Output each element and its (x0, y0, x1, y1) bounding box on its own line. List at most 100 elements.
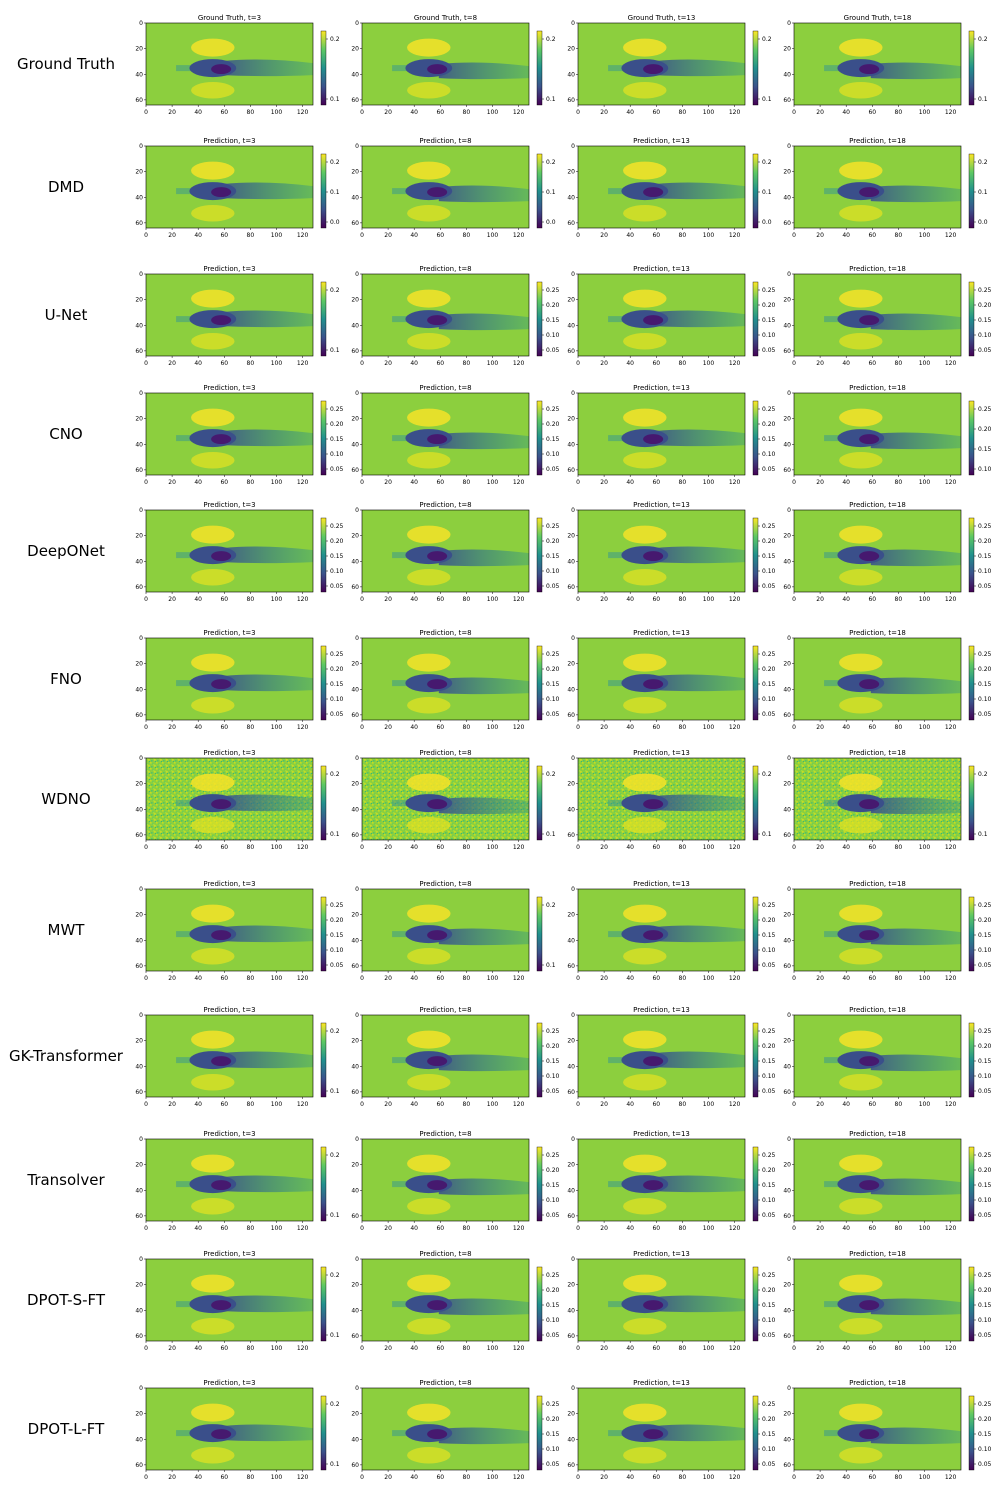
heatmap-panel: Prediction, t=8 0 20 40 60 80 100 120 0 20 40 60 0.2… (351, 749, 555, 851)
y-tick-label: 40 (351, 806, 359, 813)
panel-title: Prediction, t=13 (633, 880, 690, 888)
colorbar-tick-label: 0.0 (762, 219, 772, 226)
colorbar-tick-label: 0.2 (330, 771, 340, 778)
x-tick-label: 40 (194, 479, 202, 486)
x-tick-label: 100 (703, 724, 715, 731)
colorbar-tick-label: 0.10 (546, 696, 560, 703)
panel-title: Prediction, t=3 (203, 265, 255, 273)
heatmap-panel: Prediction, t=8 0 20 40 60 80 100 120 0 20 40 60 0.2… (351, 265, 559, 367)
colorbar-tick-label: 0.25 (546, 1401, 560, 1408)
colorbar-tick-label: 0.10 (978, 1197, 992, 1204)
x-tick-label: 20 (816, 232, 824, 239)
heatmap-field (578, 146, 745, 228)
colorbar-tick-label: 0.05 (978, 711, 992, 718)
colorbar-tick-label: 0.2 (978, 36, 988, 43)
colorbar-tick-label: 0.2 (330, 159, 340, 166)
x-tick-label: 40 (194, 1474, 202, 1481)
colorbar-tick-label: 0.15 (330, 553, 344, 560)
colorbar: 0.25 0.20 0.15 0.10 0.05 (968, 517, 992, 593)
y-tick-label: 40 (135, 806, 143, 813)
colorbar: 0.2 0.1 (320, 1022, 340, 1098)
y-tick-label: 20 (135, 169, 143, 176)
x-tick-label: 80 (247, 109, 255, 116)
heatmap-panel: Prediction, t=18 0 20 40 60 80 100 120 0 20 40 60 0.… (783, 265, 991, 367)
y-tick-label: 0 (571, 20, 575, 27)
y-tick-label: 60 (783, 220, 791, 227)
row-transolver: Transolver Prediction, t=3 0 20 40 60 80 100 120… (26, 1130, 991, 1232)
x-tick-label: 120 (513, 360, 525, 367)
row-cno: CNO Prediction, t=3 0 20 40 60 80 100 120 0 20 40 60… (49, 384, 991, 486)
x-tick-label: 80 (895, 1345, 903, 1352)
x-tick-label: 60 (220, 109, 228, 116)
colorbar: 0.25 0.20 0.15 0.10 0.05 (536, 400, 560, 476)
x-tick-label: 0 (144, 596, 148, 603)
x-tick-label: 20 (384, 1225, 392, 1232)
y-tick-label: 40 (135, 558, 143, 565)
y-tick-label: 0 (355, 390, 359, 397)
y-tick-label: 60 (351, 1089, 359, 1096)
x-tick-label: 100 (271, 596, 283, 603)
colorbar: 0.2 0.1 (320, 281, 340, 357)
x-tick-label: 80 (895, 596, 903, 603)
x-tick-label: 100 (919, 360, 931, 367)
x-tick-label: 100 (487, 1225, 499, 1232)
colorbar: 0.25 0.20 0.15 0.10 0.05 (752, 1022, 776, 1098)
heatmap-field (794, 274, 961, 356)
row-wdno: WDNO Prediction, t=3 0 20 40 60 80 100 120 0 20 40 6… (41, 749, 987, 851)
colorbar-tick-label: 0.0 (546, 219, 556, 226)
panel-title: Prediction, t=18 (849, 384, 906, 392)
heatmap-field (794, 758, 961, 840)
x-tick-label: 60 (868, 1225, 876, 1232)
x-tick-label: 0 (576, 479, 580, 486)
y-tick-label: 40 (135, 1436, 143, 1443)
colorbar-tick-label: 0.1 (546, 831, 556, 838)
y-tick-label: 0 (787, 390, 791, 397)
x-tick-label: 60 (652, 596, 660, 603)
y-tick-label: 0 (787, 1385, 791, 1392)
x-tick-label: 60 (652, 1345, 660, 1352)
panel-title: Prediction, t=8 (419, 384, 471, 392)
x-tick-label: 100 (919, 724, 931, 731)
x-tick-label: 100 (703, 1101, 715, 1108)
y-tick-label: 0 (139, 143, 143, 150)
x-tick-label: 0 (360, 724, 364, 731)
y-tick-label: 60 (351, 348, 359, 355)
x-tick-label: 120 (945, 1474, 957, 1481)
colorbar-tick-label: 0.20 (546, 1287, 560, 1294)
x-tick-label: 40 (626, 596, 634, 603)
x-tick-label: 80 (463, 109, 471, 116)
x-tick-label: 100 (271, 1101, 283, 1108)
heatmap-panel: Prediction, t=3 0 20 40 60 80 100 120 0 20 40 60 0.2… (135, 880, 343, 982)
colorbar-tick-label: 0.15 (762, 1182, 776, 1189)
colorbar-tick-label: 0.05 (762, 1088, 776, 1095)
colorbar-tick-label: 0.05 (762, 962, 776, 969)
x-tick-label: 0 (576, 232, 580, 239)
x-tick-label: 0 (144, 724, 148, 731)
x-tick-label: 100 (703, 1225, 715, 1232)
colorbar: 0.2 0.1 (536, 765, 556, 841)
y-tick-label: 0 (355, 1256, 359, 1263)
x-tick-label: 0 (792, 1345, 796, 1352)
heatmap-field (146, 1388, 313, 1470)
heatmap-field (578, 393, 745, 475)
x-tick-label: 60 (436, 1225, 444, 1232)
panel-title: Prediction, t=8 (419, 1250, 471, 1258)
colorbar-tick-label: 0.10 (762, 1073, 776, 1080)
x-tick-label: 120 (297, 479, 309, 486)
colorbar-tick-label: 0.0 (978, 219, 988, 226)
heatmap-panel: Prediction, t=8 0 20 40 60 80 100 120 0 20 40 60 0.2… (351, 137, 555, 239)
colorbar-tick-label: 0.25 (546, 651, 560, 658)
y-tick-label: 40 (567, 1436, 575, 1443)
x-tick-label: 120 (729, 1225, 741, 1232)
y-tick-label: 60 (783, 1213, 791, 1220)
x-tick-label: 60 (868, 596, 876, 603)
y-tick-label: 20 (135, 297, 143, 304)
x-tick-label: 20 (168, 596, 176, 603)
y-tick-label: 0 (787, 1136, 791, 1143)
x-tick-label: 120 (945, 596, 957, 603)
x-tick-label: 80 (247, 1225, 255, 1232)
colorbar-tick-label: 0.20 (978, 1043, 992, 1050)
colorbar-tick-label: 0.15 (762, 436, 776, 443)
colorbar-tick-label: 0.15 (546, 436, 560, 443)
